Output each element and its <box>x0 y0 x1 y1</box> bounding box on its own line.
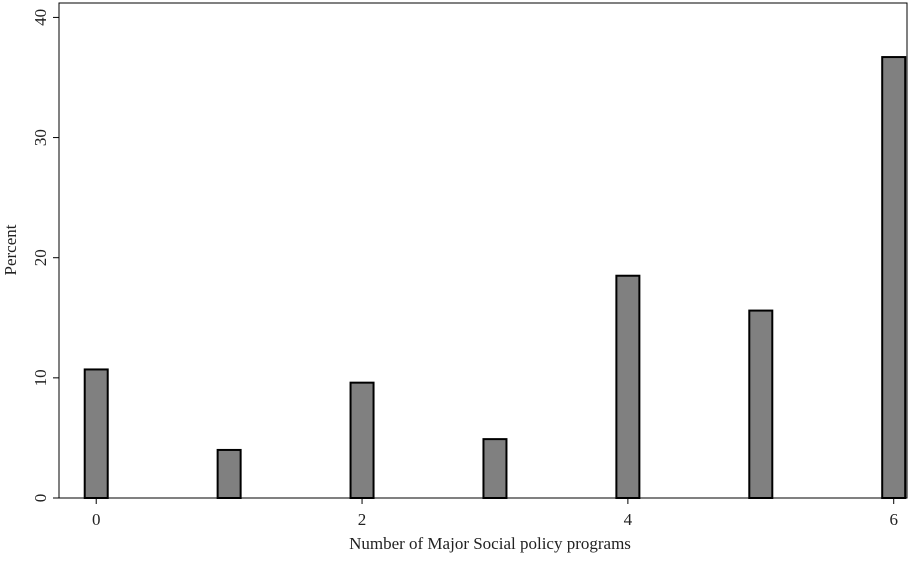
bar <box>482 438 508 499</box>
x-tick-label: 6 <box>889 510 898 529</box>
bar <box>615 274 641 500</box>
x-axis-label: Number of Major Social policy programs <box>349 534 631 553</box>
bar <box>349 381 375 499</box>
x-tick-label: 0 <box>92 510 101 529</box>
y-tick-label: 0 <box>31 494 50 503</box>
y-axis-label: Percent <box>1 224 20 275</box>
plot-frame <box>58 2 908 499</box>
bar <box>83 368 109 500</box>
y-tick-label: 20 <box>31 249 50 266</box>
y-tick-label: 30 <box>31 129 50 146</box>
bar <box>748 309 774 499</box>
bar <box>881 56 907 500</box>
x-tick-label: 2 <box>358 510 367 529</box>
y-tick-label: 10 <box>31 369 50 386</box>
y-tick-label: 40 <box>31 9 50 26</box>
x-tick-label: 4 <box>624 510 633 529</box>
bar <box>216 448 242 499</box>
